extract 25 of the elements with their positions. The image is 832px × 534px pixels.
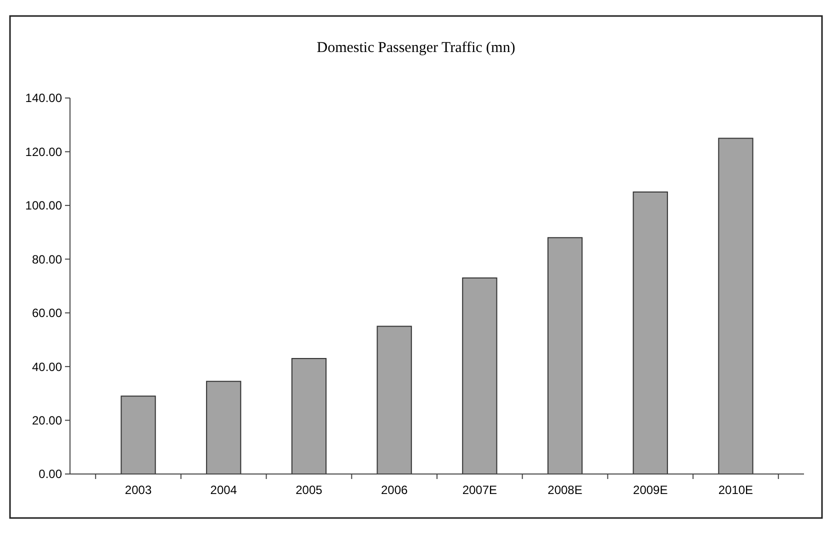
y-tick-label: 40.00 — [32, 360, 62, 374]
x-tick-label: 2006 — [380, 483, 408, 497]
y-tick-label: 20.00 — [32, 413, 62, 428]
y-tick-label: 120.00 — [25, 144, 62, 159]
bar — [376, 326, 412, 474]
x-tick-label: 2004 — [210, 483, 238, 497]
y-tick-label: 140.00 — [25, 91, 62, 106]
x-tick-label: 2010E — [718, 483, 754, 497]
bar — [206, 380, 242, 474]
bar — [462, 277, 498, 474]
bar — [291, 358, 327, 474]
y-tick-label: 80.00 — [32, 252, 62, 266]
bar — [547, 237, 583, 474]
x-tick-label: 2007E — [462, 483, 498, 497]
y-tick-label: 60.00 — [32, 306, 62, 320]
x-tick-label: 2008E — [548, 483, 582, 497]
x-tick-label: 2009E — [633, 483, 668, 497]
x-tick-label: 2003 — [124, 483, 152, 497]
bar — [632, 192, 668, 474]
bar — [718, 138, 754, 474]
y-tick-label: 100.00 — [25, 198, 62, 213]
x-tick-label: 2005 — [296, 483, 323, 497]
bar — [120, 396, 156, 474]
chart-title: Domestic Passenger Traffic (mn) — [316, 40, 516, 56]
y-tick-label: 0.00 — [38, 467, 62, 482]
